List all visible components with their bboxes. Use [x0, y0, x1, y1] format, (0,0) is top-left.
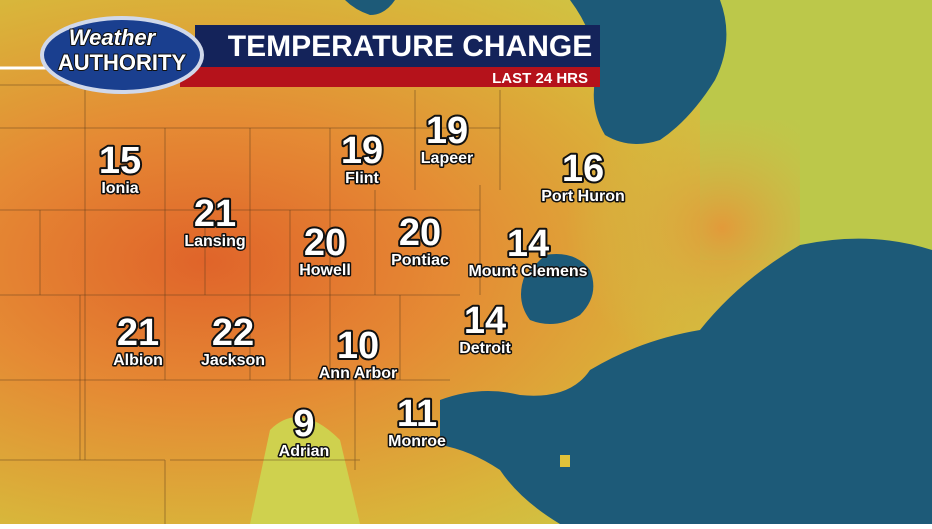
city-value: 21 — [117, 312, 159, 354]
city-name: Ann Arbor — [319, 365, 398, 382]
city-name: Adrian — [279, 443, 330, 460]
city-value: 11 — [397, 393, 437, 435]
saginaw-bay — [570, 0, 727, 144]
city-name: Ionia — [101, 180, 138, 197]
city-name: Lansing — [184, 233, 245, 250]
city-value: 15 — [99, 140, 141, 182]
logo — [40, 16, 204, 94]
city-value: 21 — [194, 193, 236, 235]
logo-bottom: AUTHORITY — [58, 50, 187, 75]
city-name: Albion — [113, 352, 163, 369]
city-name: Howell — [299, 262, 351, 279]
city-name: Lapeer — [421, 150, 473, 167]
city-value: 22 — [212, 312, 254, 354]
title-bar — [195, 25, 600, 67]
city-name: Detroit — [459, 340, 511, 357]
city-value: 19 — [341, 130, 383, 172]
logo-top: Weather — [69, 25, 157, 50]
city-name: Pontiac — [391, 252, 449, 269]
city-value: 10 — [337, 325, 379, 367]
city-value: 19 — [426, 110, 468, 152]
lake-top — [345, 0, 395, 15]
lake-st-clair — [521, 254, 594, 324]
city-value: 9 — [293, 403, 314, 445]
city-name: Monroe — [388, 433, 446, 450]
city-value: 20 — [399, 212, 441, 254]
city-name: Flint — [345, 170, 379, 187]
city-value: 14 — [464, 300, 506, 342]
city-name: Port Huron — [541, 188, 625, 205]
island — [560, 455, 570, 467]
city-name: Jackson — [201, 352, 265, 369]
lake-erie — [440, 238, 932, 525]
subtitle: LAST 24 HRS — [492, 70, 588, 87]
subtitle-bar — [180, 67, 600, 87]
title: TEMPERATURE CHANGE — [228, 30, 592, 63]
city-value: 20 — [304, 222, 346, 264]
city-value: 14 — [507, 223, 549, 265]
city-name: Mount Clemens — [468, 263, 587, 280]
cool-area — [250, 417, 360, 524]
city-value: 16 — [562, 148, 604, 190]
